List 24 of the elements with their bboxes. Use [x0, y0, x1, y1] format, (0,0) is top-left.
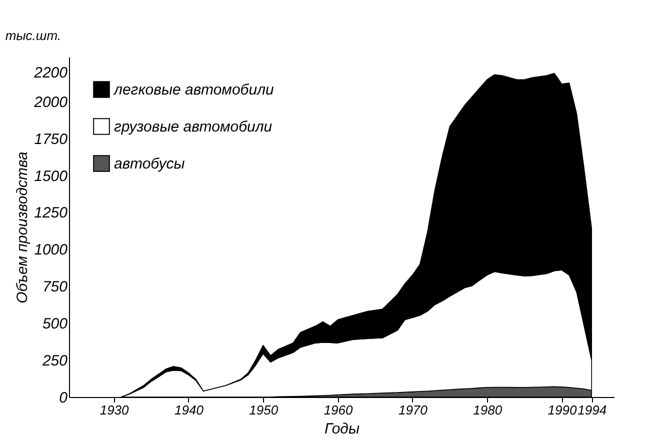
y-tick-label: 2200 [33, 64, 68, 82]
y-tick-label: 500 [42, 316, 68, 333]
x-tick-label: 1970 [398, 402, 428, 418]
legend-label: легковые автомобили [113, 82, 275, 98]
y-axis-title: Объем производства [14, 152, 32, 304]
y-tick-label: 1250 [34, 204, 68, 222]
x-tick-label: 1990 [548, 402, 578, 418]
x-tick-label: 1980 [473, 402, 503, 418]
x-tick-label: 1950 [249, 402, 279, 418]
legend-label: грузовые автомобили [114, 118, 273, 136]
y-tick-label: 750 [42, 278, 68, 296]
y-tick-label: 1500 [34, 168, 68, 185]
legend-label: автобусы [114, 156, 185, 172]
x-tick-label: 1930 [100, 402, 130, 418]
x-tick-label: 1940 [174, 402, 204, 418]
y-tick-label: 1750 [34, 130, 68, 148]
x-tick-label: 1994 [578, 402, 607, 418]
text: тыс.шт. [5, 28, 61, 43]
y-tick-label: 1000 [34, 242, 68, 259]
y-tick-label: 0 [59, 390, 68, 406]
x-tick-label: 1960 [324, 402, 354, 418]
x-axis-title: Годы [324, 420, 360, 438]
y-tick-label: 250 [41, 352, 68, 370]
y-tick-label: 2000 [33, 94, 68, 111]
